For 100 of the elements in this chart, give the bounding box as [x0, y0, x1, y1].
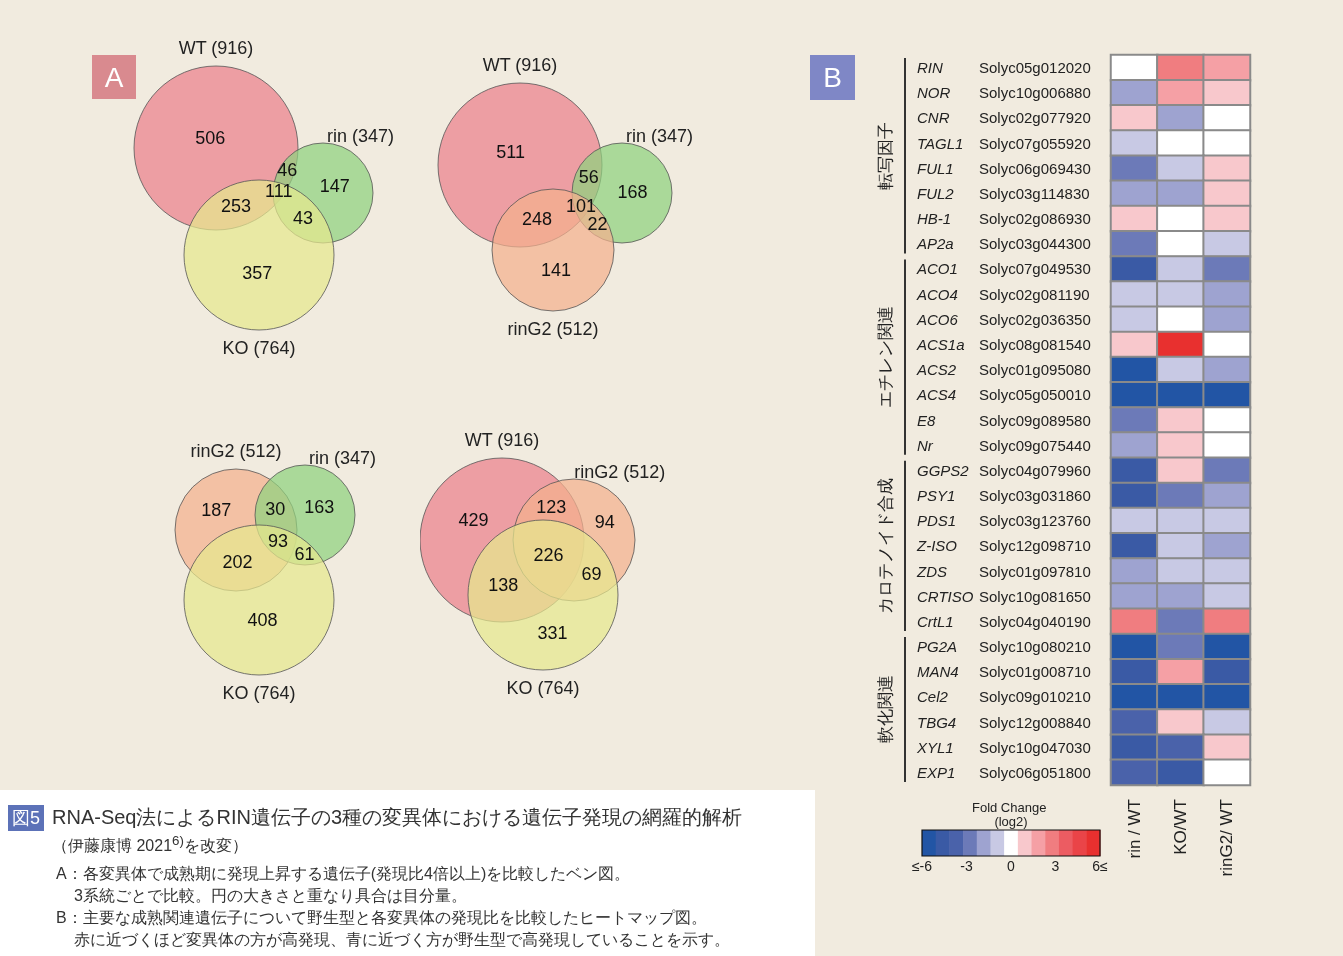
- text: （伊藤康博 2021$^{6)}$を改変）: [52, 833, 249, 857]
- y-tick-label: Solyc03g123760: [979, 512, 1091, 530]
- text: 46: [277, 160, 298, 180]
- caption: 図5: [8, 804, 45, 831]
- x-tick-label: rin / WT: [1124, 799, 1144, 859]
- text: B：主要な成熟関連遺伝子について野生型と各変異体の発現比を比較したヒートマップ図。: [56, 908, 708, 929]
- y2-tick-label: MAN4: [917, 663, 959, 681]
- y2-tick-label: ACO4: [916, 285, 958, 303]
- y-tick-label: Solyc03g044300: [979, 235, 1091, 253]
- text: 138: [488, 575, 519, 596]
- text: rin (347): [326, 125, 395, 146]
- y-tick-label: Solyc10g006880: [979, 84, 1091, 102]
- text: 赤に近づくほど変異体の方が高発現、青に近づく方が野生型で高発現していることを示す。: [74, 930, 731, 951]
- text: WT (916): [464, 430, 540, 450]
- text: WT (916): [482, 55, 558, 75]
- y-tick-label: Solyc08g081540: [979, 335, 1091, 353]
- y-tick-label: Solyc01g095080: [979, 361, 1091, 379]
- y-tick-label: Solyc02g081190: [979, 285, 1090, 303]
- y-tick-label: Solyc02g077920: [979, 109, 1091, 127]
- y2-tick-label: ACS2: [916, 361, 957, 379]
- y2-tick-label: ACS4: [916, 386, 957, 404]
- y2-tick-label: E8: [917, 411, 936, 429]
- y2-tick-label: CNR: [917, 109, 950, 127]
- y2-tick-label: NOR: [917, 84, 951, 102]
- y-tick-label: Solyc02g086930: [979, 210, 1091, 228]
- color-bar-label: -3: [960, 858, 973, 874]
- y2-tick-label: EXP1: [917, 763, 956, 781]
- text: 147: [319, 176, 350, 197]
- text: 331: [537, 622, 568, 643]
- y2-tick-label: Cel2: [917, 688, 949, 706]
- y-tick-label: Solyc07g055920: [979, 134, 1091, 152]
- y-tick-label: Solyc09g075440: [979, 436, 1091, 454]
- text: 94: [594, 511, 615, 532]
- text: rinG2 (512): [574, 462, 666, 483]
- y2-tick-label: HB-1: [917, 210, 952, 228]
- y-tick-label: Solyc10g080210: [979, 638, 1091, 656]
- y-tick-label: Solyc01g008710: [979, 663, 1091, 681]
- text: 22: [587, 213, 608, 234]
- y2-tick-label: TAGL1: [917, 134, 964, 152]
- text: 43: [292, 207, 313, 228]
- x-tick-label: rinG2/ WT: [1217, 799, 1237, 877]
- y2-tick-label: CrtL1: [917, 612, 954, 630]
- text: A：各変異体で成熟期に発現上昇する遺伝子(発現比4倍以上)を比較したベン図。: [56, 864, 632, 885]
- y-tick-label: Solyc06g069430: [979, 159, 1091, 177]
- color-bar-label: 0: [1007, 858, 1016, 874]
- y2-tick-label: FUL1: [917, 159, 954, 177]
- text: KO (764): [506, 678, 580, 698]
- color-bar-label: 3: [1051, 858, 1060, 874]
- y-tick-label: Solyc10g081650: [979, 587, 1091, 605]
- text: 357: [242, 262, 273, 283]
- y2-tick-label: CRTISO: [917, 587, 974, 605]
- y-tick-label: Solyc12g098710: [979, 537, 1091, 555]
- text: 429: [458, 509, 489, 530]
- y2-tick-label: Nr: [917, 436, 934, 454]
- color-bar-label: 6≤: [1092, 858, 1109, 874]
- y2-tick-label: GGPS2: [917, 461, 970, 479]
- y2-tick-label: AP2a: [916, 235, 954, 253]
- text: 転写因子: [875, 121, 895, 190]
- y2-tick-label: PDS1: [917, 512, 957, 530]
- text: 163: [304, 497, 335, 518]
- y-tick-label: Solyc03g114830: [979, 184, 1090, 202]
- text: 93: [267, 531, 289, 551]
- panel-badge: A: [92, 55, 136, 99]
- y-tick-label: Solyc09g089580: [979, 411, 1091, 429]
- y-tick-label: Solyc07g049530: [979, 260, 1091, 278]
- color-bar-label: ≤-6: [911, 858, 933, 874]
- y2-tick-label: ZDS: [916, 562, 947, 580]
- text: 69: [581, 564, 602, 585]
- y-tick-label: Solyc04g040190: [979, 612, 1091, 630]
- y-tick-label: Solyc12g008840: [979, 713, 1091, 731]
- y2-tick-label: PSY1: [917, 487, 956, 505]
- text: 408: [247, 609, 278, 630]
- y-tick-label: Solyc02g036350: [979, 310, 1091, 328]
- text: rinG2 (512): [507, 319, 599, 339]
- text: 226: [533, 544, 564, 565]
- y-tick-label: Solyc01g097810: [979, 562, 1091, 580]
- text: KO (764): [222, 338, 296, 358]
- text: 30: [265, 498, 286, 519]
- text: RNA-Seq法によるRIN遺伝子の3種の変異体における遺伝子発現の網羅的解析: [52, 805, 743, 830]
- y2-tick-label: RIN: [917, 59, 943, 77]
- text: カロテノイド合成: [875, 477, 895, 614]
- y2-tick-label: FUL2: [917, 184, 955, 202]
- y2-tick-label: TBG4: [917, 713, 957, 731]
- y-tick-label: Solyc03g031860: [979, 487, 1091, 505]
- text: 253: [220, 195, 251, 216]
- text: 248: [522, 209, 553, 230]
- y2-tick-label: ACO6: [916, 310, 959, 328]
- y-tick-label: Solyc05g012020: [979, 59, 1091, 77]
- text: 3系統ごとで比較。円の大きさと重なり具合は目分量。: [74, 886, 468, 907]
- text: 61: [294, 544, 315, 565]
- text: 187: [201, 499, 232, 520]
- y2-tick-label: XYL1: [916, 738, 954, 756]
- text: 軟化関連: [875, 675, 895, 744]
- text: rinG2 (512): [190, 441, 282, 461]
- text: エチレン関連: [875, 306, 895, 409]
- y2-tick-label: PG2A: [917, 638, 958, 656]
- y-tick-label: Solyc04g079960: [979, 461, 1091, 479]
- text: 202: [222, 551, 253, 572]
- text: 123: [536, 497, 567, 517]
- y-tick-label: Solyc06g051800: [979, 763, 1091, 781]
